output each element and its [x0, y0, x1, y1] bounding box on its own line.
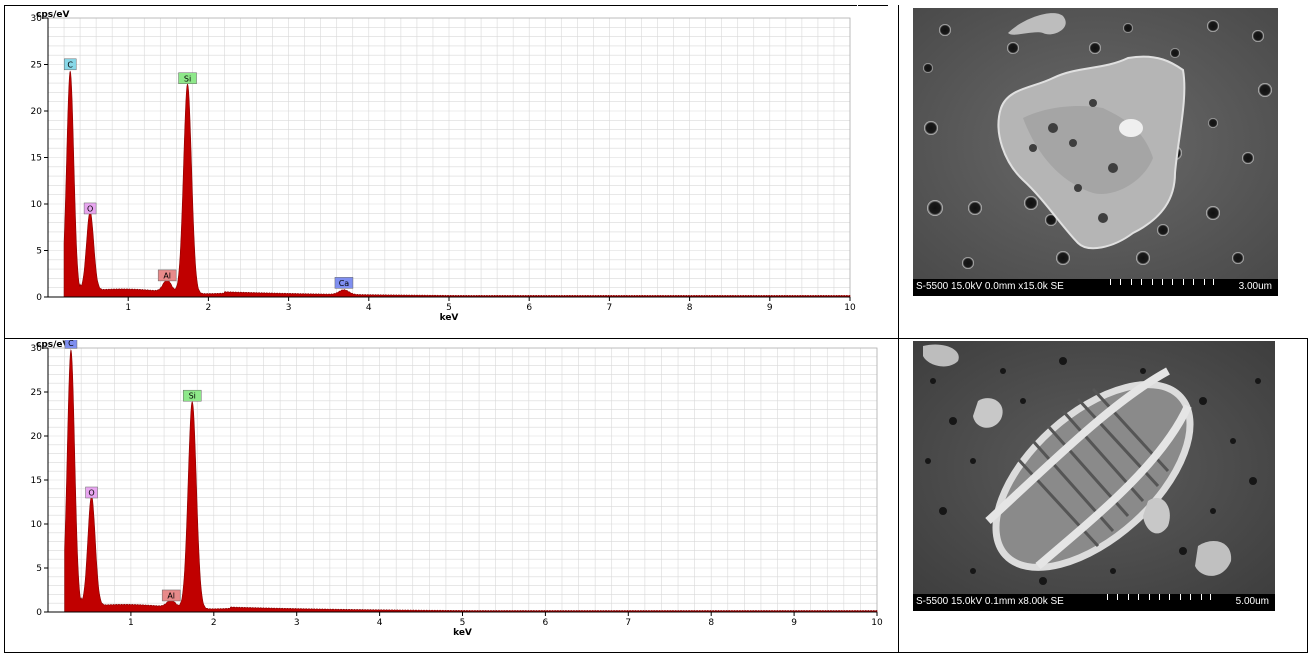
y-tick-label: 5: [36, 247, 42, 257]
eds-spectrum-2-svg: 0 5 10 15 20 25 30 1 2 3 4 5 6 7 8 9 10 cps/eV keV C O Al Si: [31, 340, 883, 638]
x-tick-label: 5: [446, 303, 452, 313]
peak-label-box: [334, 277, 354, 289]
x-tick-label: 1: [125, 303, 131, 313]
x-tick-label: 5: [460, 618, 466, 628]
y-tick-label: 10: [31, 520, 43, 530]
peak-label-text: Al: [163, 271, 171, 280]
peak-label-box: [178, 72, 197, 84]
x-tick-label: 8: [708, 618, 714, 628]
x-tick-label: 10: [871, 618, 883, 628]
peak-label-o: O: [85, 486, 98, 499]
y-tick-label: 20: [31, 107, 43, 117]
peak-label-al: Al: [161, 589, 181, 602]
peak-label-text: O: [87, 204, 93, 213]
peak-label-box: [157, 269, 177, 282]
y-tick-label: 25: [31, 388, 42, 398]
y-tick-label: 0: [36, 293, 42, 303]
peak-label-c: C: [63, 58, 77, 71]
x-tick-label: 3: [294, 618, 300, 628]
table-top-border-right: [858, 5, 888, 6]
sem-info-bar: S-5500 15.0kV 0.0mm x15.0k SE 3.00um: [913, 279, 1278, 296]
table-bottom-border: [4, 652, 1308, 653]
sem-scale-label: 5.00um: [1235, 596, 1269, 607]
peak-label-text: Al: [167, 591, 175, 600]
y-tick-label: 20: [31, 432, 43, 442]
x-tick-label: 10: [844, 303, 856, 313]
x-tick-label: 7: [607, 303, 613, 313]
x-tick-label: 9: [791, 618, 797, 628]
peak-label-al: Al: [157, 269, 177, 282]
y-tick-label: 15: [31, 154, 42, 164]
x-tick-label: 3: [286, 303, 292, 313]
y-tick-label: 25: [31, 61, 42, 71]
grid-lines: [47, 347, 878, 613]
eds-spectrum-1: 0 5 10 15 20 25 30 1 2 3 4 5 6 7 8 9 10 cps/eV keV C O Al Si Ca: [10, 8, 870, 328]
peak-label-box: [85, 486, 98, 499]
table-right-border: [1307, 338, 1308, 653]
sem-info-bar: S-5500 15.0kV 0.1mm x8.00k SE 5.00um: [913, 594, 1275, 611]
x-tick-label: 8: [687, 303, 693, 313]
table-col-divider: [898, 5, 899, 653]
x-axis-label: keV: [440, 313, 459, 323]
y-axis-label: cps/eV: [36, 10, 70, 20]
peak-label-o: O: [83, 202, 97, 215]
y-tick-label: 0: [36, 608, 42, 618]
peak-label-box: [64, 340, 78, 349]
sem-info-text: S-5500 15.0kV 0.0mm x15.0k SE: [916, 281, 1064, 292]
x-tick-label: 2: [206, 303, 212, 313]
peak-label-text: Ca: [339, 279, 350, 288]
sem-image-1: S-5500 15.0kV 0.0mm x15.0k SE 3.00um: [913, 8, 1278, 296]
x-tick-label: 4: [377, 618, 383, 628]
x-tick-label: 1: [128, 618, 134, 628]
peak-label-box: [161, 589, 181, 602]
x-tick-label: 6: [543, 618, 549, 628]
table-left-border: [4, 5, 5, 653]
table-row-divider: [4, 338, 1308, 339]
y-axis-label: cps/eV: [36, 340, 70, 350]
scale-bar-ticks: [1107, 594, 1211, 601]
grid-lines: [47, 17, 851, 298]
peak-label-ca: Ca: [334, 277, 354, 289]
y-tick-label: 10: [31, 200, 43, 210]
x-tick-label: 4: [366, 303, 372, 313]
peak-label-si: Si: [178, 72, 197, 84]
peak-label-c: C: [64, 340, 78, 349]
x-tick-label: 7: [625, 618, 631, 628]
y-tick-label: 30: [31, 14, 43, 24]
sem-scale-label: 3.00um: [1238, 281, 1272, 292]
sem-particle-image: [913, 8, 1278, 279]
y-tick-label: 5: [36, 564, 42, 574]
eds-spectrum-1-svg: 0 5 10 15 20 25 30 1 2 3 4 5 6 7 8 9 10 cps/eV keV C O Al Si Ca: [31, 10, 856, 323]
x-tick-label: 9: [767, 303, 773, 313]
table-top-border: [4, 5, 857, 6]
scale-bar-ticks: [1110, 279, 1214, 286]
x-tick-label: 2: [211, 618, 217, 628]
y-tick-label: 30: [31, 344, 43, 354]
spectrum-series: [63, 70, 851, 298]
peak-label-text: C: [68, 340, 74, 348]
sem-diatom-image: [913, 341, 1275, 594]
peak-label-box: [83, 202, 97, 215]
eds-spectrum-2: 0 5 10 15 20 25 30 1 2 3 4 5 6 7 8 9 10 cps/eV keV C O Al Si: [10, 340, 890, 645]
y-tick-label: 15: [31, 476, 42, 486]
peak-label-box: [182, 389, 202, 402]
x-axis-label: keV: [453, 628, 472, 638]
peak-label-text: O: [88, 489, 94, 498]
spectrum-series: [64, 349, 878, 613]
peak-label-text: Si: [189, 392, 196, 401]
peak-label-si: Si: [182, 389, 202, 402]
peak-label-box: [63, 58, 77, 71]
peak-label-text: C: [67, 60, 73, 69]
peak-label-text: Si: [184, 74, 191, 83]
sem-info-text: S-5500 15.0kV 0.1mm x8.00k SE: [916, 596, 1064, 607]
sem-image-2: S-5500 15.0kV 0.1mm x8.00k SE 5.00um: [913, 341, 1275, 611]
x-tick-label: 6: [526, 303, 532, 313]
